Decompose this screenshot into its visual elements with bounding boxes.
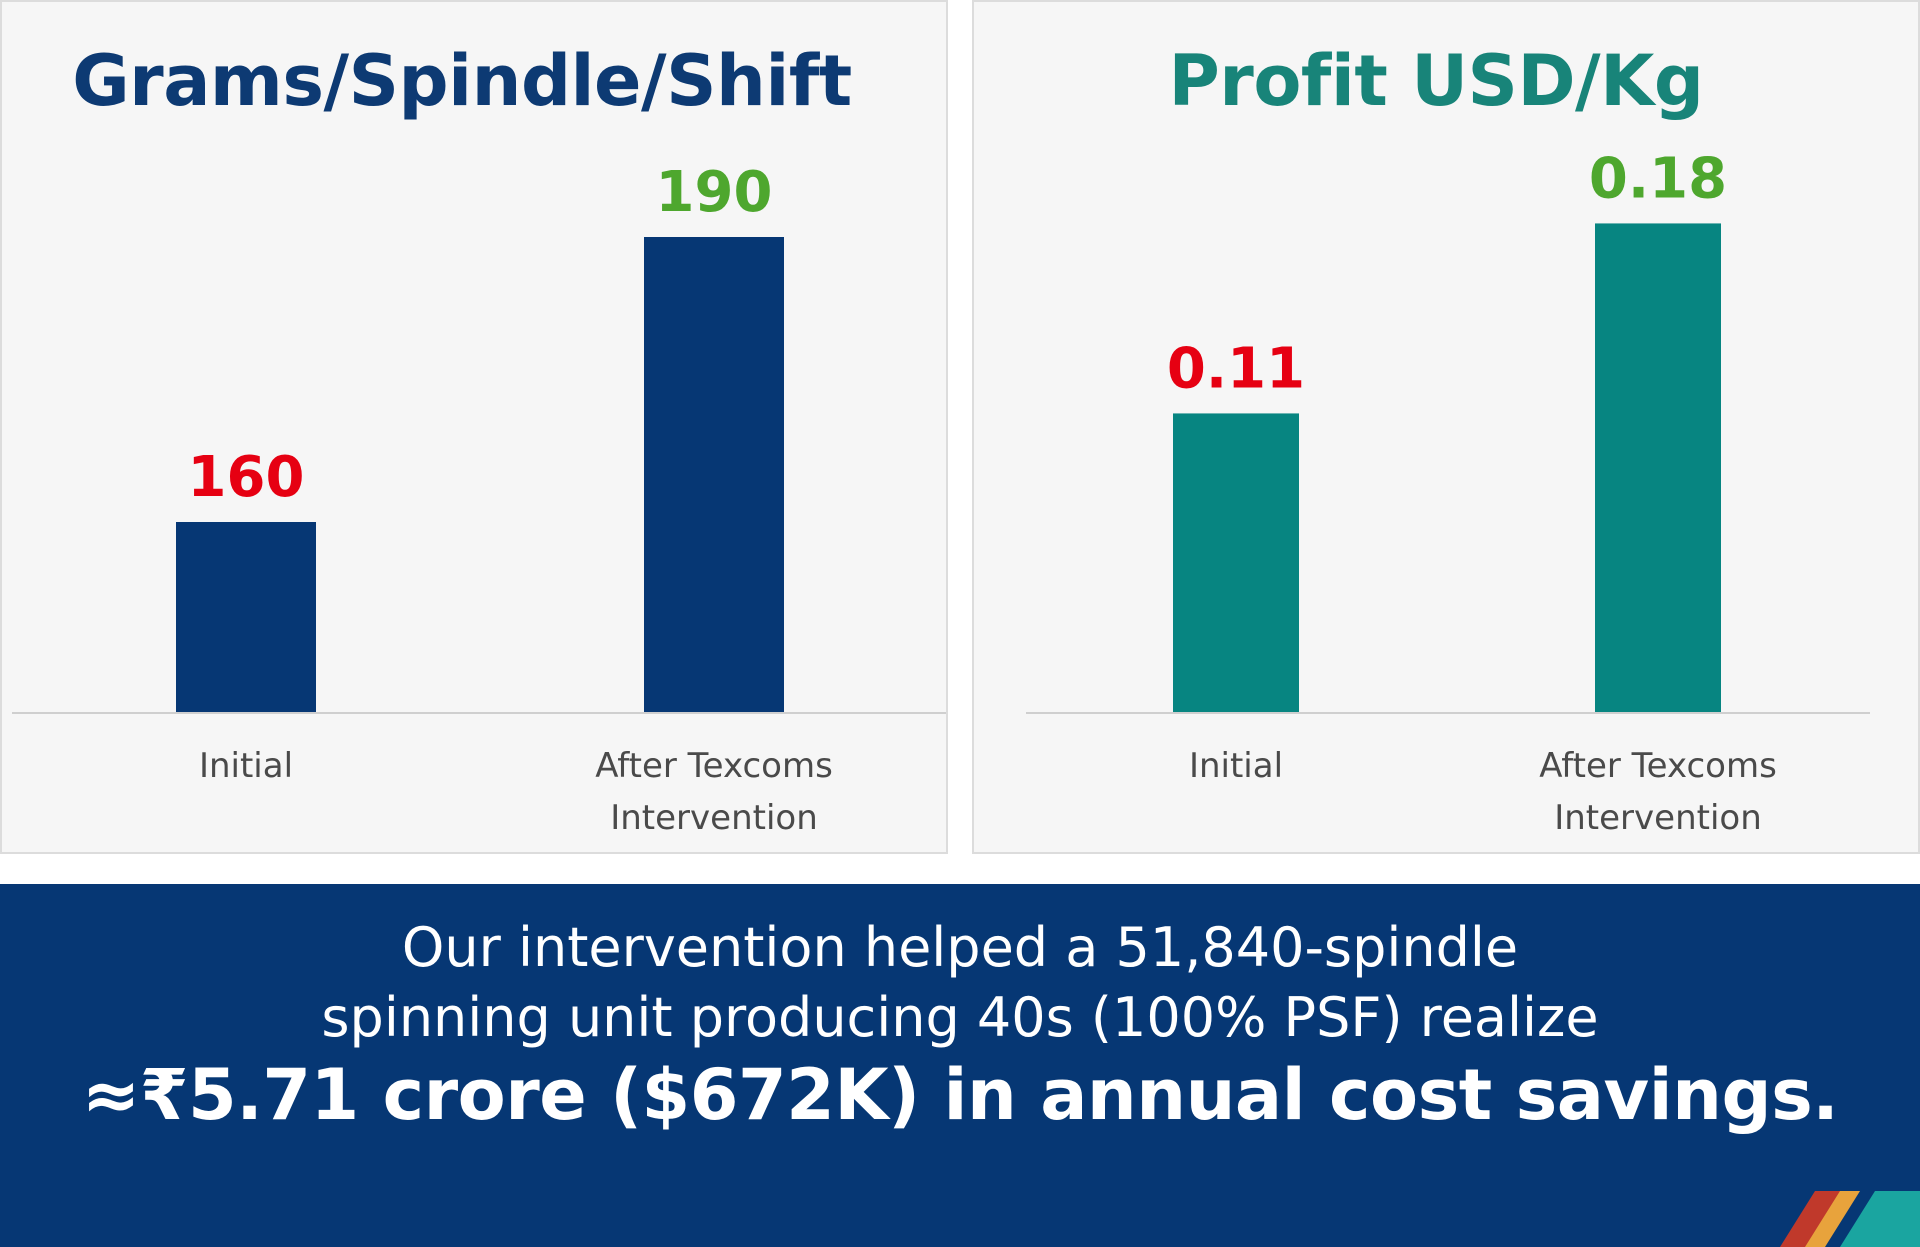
corner-decoration-icon	[1780, 1191, 1920, 1247]
bar-chart-grams: 160 Initial 190 After Texcoms Intervention	[12, 160, 946, 838]
summary-banner: Our intervention helped a 51,840-spindle…	[0, 884, 1920, 1247]
chart-panel-profit: Profit USD/Kg 0.11 Initial 0.18 After Texco…	[972, 0, 1920, 854]
banner-line-1: Our intervention helped a 51,840-spindle	[401, 916, 1519, 979]
bar-initial	[1173, 413, 1299, 712]
bar-chart-profit: 0.11 Initial 0.18 After Texcoms Intervention	[1026, 146, 1870, 838]
data-label: 190	[656, 160, 773, 225]
data-label: 0.18	[1589, 146, 1727, 211]
chart-title: Grams/Spindle/Shift	[72, 40, 852, 122]
category-label: Initial	[1189, 746, 1283, 786]
chart-panel-grams: Grams/Spindle/Shift 160 Initial 190 After T…	[0, 0, 948, 854]
category-label: Initial	[199, 746, 293, 786]
bar-initial	[176, 522, 316, 712]
category-label: After Texcoms Intervention	[1539, 746, 1777, 838]
banner-highlight: ≈₹5.71 crore ($672K) in annual cost savi…	[81, 1054, 1839, 1136]
bar-after-intervention	[1595, 223, 1721, 712]
data-label: 0.11	[1167, 336, 1305, 401]
data-label: 160	[188, 445, 305, 510]
chart-title: Profit USD/Kg	[1168, 40, 1704, 122]
bar-after-intervention	[644, 237, 784, 712]
banner-line-2: spinning unit producing 40s (100% PSF) r…	[321, 986, 1599, 1049]
category-label: After Texcoms Intervention	[595, 746, 833, 838]
